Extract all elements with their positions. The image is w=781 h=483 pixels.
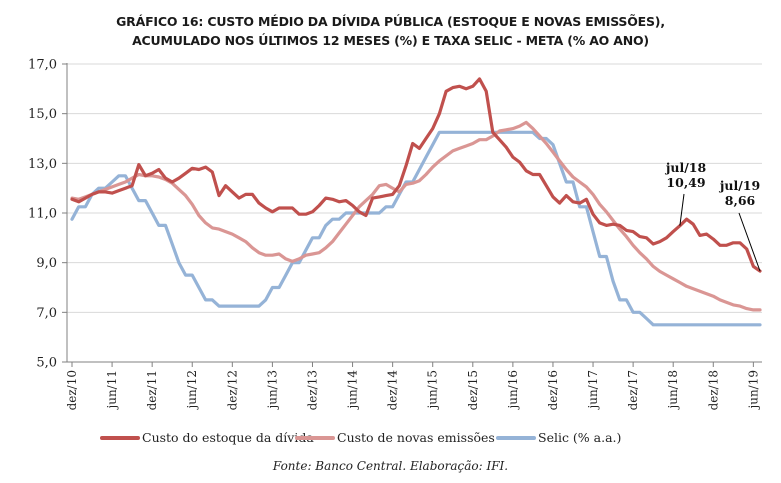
series-line-2 — [70, 130, 762, 327]
legend-swatch-custo-estoque — [100, 435, 140, 440]
legend-label: Custo de novas emissões — [337, 430, 495, 445]
legend-swatch-custo-novas — [295, 435, 335, 440]
y-tick-label: 7,0 — [36, 306, 57, 321]
legend-label: Custo do estoque da dívida — [142, 430, 314, 445]
x-tick-label: dez/10 — [65, 370, 79, 410]
x-tick-label: dez/11 — [145, 370, 159, 410]
x-tick-label: jun/15 — [426, 370, 440, 411]
y-tick-label: 11,0 — [28, 207, 57, 222]
x-tick-label: jun/13 — [265, 370, 279, 411]
gridlines — [67, 63, 762, 313]
x-tick-label: dez/13 — [305, 370, 319, 410]
x-tick-label: jun/12 — [185, 370, 199, 411]
x-tick-label: jun/11 — [105, 370, 119, 411]
annotation-leader-line — [738, 212, 761, 272]
legend-label: Selic (% a.a.) — [538, 430, 622, 445]
annotation-date: jul/19 — [719, 178, 760, 193]
series-line-1 — [70, 120, 762, 312]
y-tick-label: 13,0 — [28, 157, 57, 172]
chart-title: GRÁFICO 16: CUSTO MÉDIO DA DÍVIDA PÚBLIC… — [0, 12, 781, 50]
legend-swatch-selic — [496, 435, 536, 440]
x-axis-ticks: dez/10 jun/11 dez/11 jun/12 dez/12 jun/13 dez/… — [65, 362, 760, 411]
source-note: Fonte: Banco Central. Elaboração: IFI. — [272, 459, 509, 473]
legend-item-custo-estoque: Custo do estoque da dívida — [100, 430, 314, 445]
chart-title-line-1: GRÁFICO 16: CUSTO MÉDIO DA DÍVIDA PÚBLIC… — [116, 14, 665, 29]
series-lines — [70, 77, 762, 327]
y-tick-label: 15,0 — [28, 107, 57, 122]
x-tick-label: dez/17 — [626, 370, 640, 410]
series-line-0 — [70, 77, 762, 273]
y-tick-label: 5,0 — [36, 356, 57, 371]
x-tick-label: dez/12 — [225, 370, 239, 410]
x-tick-label: dez/18 — [706, 370, 720, 410]
x-tick-label: jun/19 — [746, 370, 760, 411]
x-tick-label: jun/17 — [586, 370, 600, 411]
legend: Custo do estoque da dívida Custo de nova… — [0, 430, 781, 450]
x-tick-label: dez/14 — [386, 370, 400, 411]
x-tick-label: dez/16 — [546, 370, 560, 410]
y-tick-label: 17,0 — [28, 58, 57, 73]
x-tick-label: jun/14 — [346, 370, 360, 411]
x-tick-label: dez/15 — [466, 370, 480, 410]
chart-title-line-2: ACUMULADO NOS ÚLTIMOS 12 MESES (%) E TAX… — [132, 33, 649, 48]
annotation-leader-line — [679, 193, 685, 226]
annotation-value: 8,66 — [725, 193, 756, 208]
legend-item-custo-novas: Custo de novas emissões — [295, 430, 495, 445]
x-tick-label: jun/16 — [506, 370, 520, 411]
legend-item-selic: Selic (% a.a.) — [496, 430, 621, 445]
annotation-date: jul/18 — [665, 160, 707, 175]
annotation-value: 10,49 — [666, 175, 705, 190]
y-axis-ticks: 5,0 7,0 9,0 11,0 13,0 15,0 17,0 — [28, 58, 67, 371]
x-tick-label: jun/18 — [666, 370, 680, 411]
y-tick-label: 9,0 — [36, 256, 57, 271]
